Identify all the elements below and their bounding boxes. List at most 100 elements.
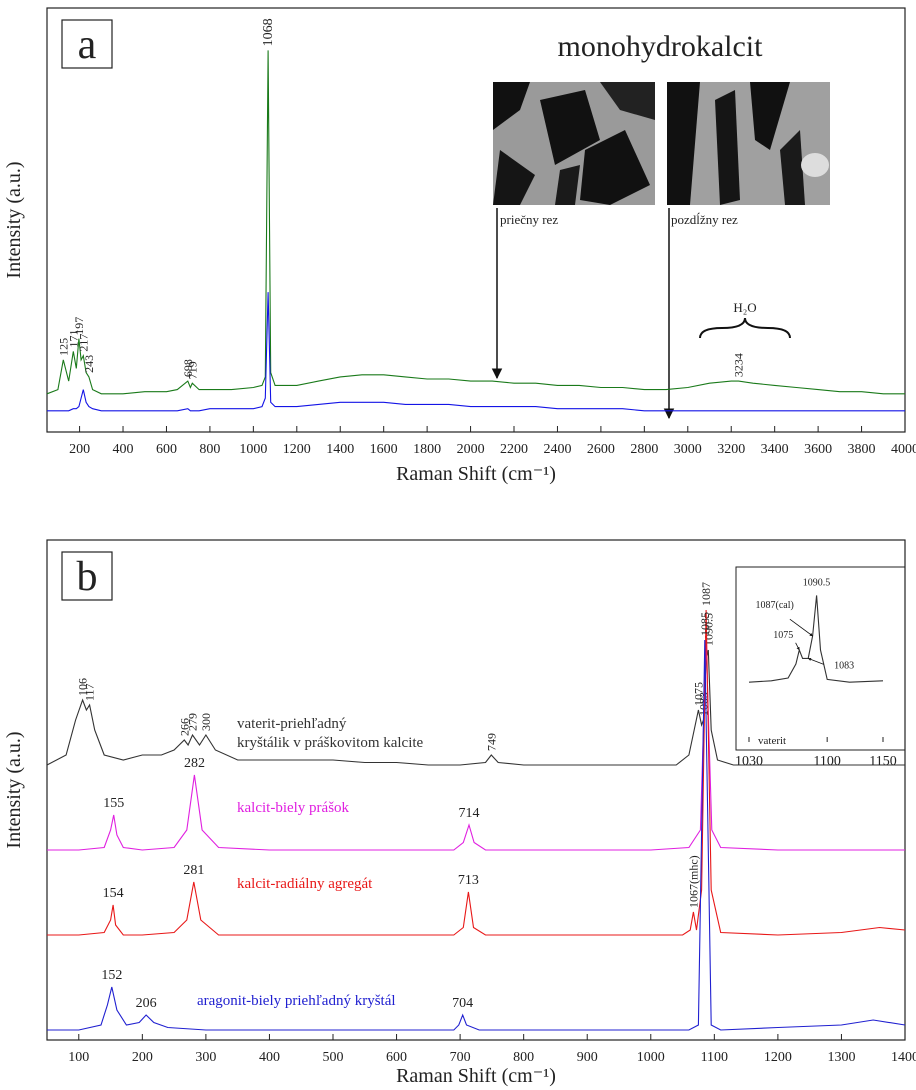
peak-label: 281: [183, 863, 204, 878]
x-tick-label: 2200: [500, 442, 528, 457]
peak-label: 155: [103, 796, 124, 811]
x-tick-label: 600: [386, 1050, 407, 1065]
peak-label: 1090.5: [803, 577, 831, 588]
peak-label: 152: [101, 968, 122, 983]
panel-label: b: [77, 554, 98, 600]
x-tick-label: 600: [156, 442, 177, 457]
x-tick-label: 1400: [891, 1050, 916, 1065]
series-label: kalcit-biely prášok: [237, 800, 350, 816]
x-tick-label: 3000: [674, 442, 702, 457]
x-tick-label: 1100: [701, 1050, 728, 1065]
peak-label: 154: [103, 886, 124, 901]
x-axis-title: Raman Shift (cm⁻¹): [396, 463, 556, 485]
photo-longitudinal-section: [667, 82, 830, 205]
panel-label-box: [61, 551, 113, 601]
panel-label-box: [61, 19, 113, 69]
x-tick-label: 1000: [637, 1050, 665, 1065]
peak-label: 713: [458, 873, 479, 888]
peak-label: 282: [184, 756, 205, 771]
plot-frame: [46, 7, 906, 433]
x-tick-label: 4000: [891, 442, 916, 457]
peak-label: 1068: [261, 18, 276, 46]
brace: [699, 317, 791, 339]
x-tick-label: 3200: [717, 442, 745, 457]
series-label: aragonit-biely priehľadný kryštál: [197, 993, 396, 1009]
x-tick-label: 3400: [761, 442, 789, 457]
peak-label: 714: [459, 806, 480, 821]
peak-label: 171: [66, 329, 80, 347]
x-tick-label: 1200: [764, 1050, 792, 1065]
photo-cross-section: [493, 82, 655, 205]
peak-label: 266: [177, 718, 191, 736]
x-tick-label: 200: [132, 1050, 153, 1065]
spectrum-line: [46, 50, 905, 395]
peak-label: 719: [185, 361, 199, 379]
x-tick-label: 1300: [827, 1050, 855, 1065]
x-tick-label: 2400: [543, 442, 571, 457]
peak-label: 1083: [834, 660, 854, 671]
x-tick-label: 3600: [804, 442, 832, 457]
x-tick-label: 1100: [813, 754, 840, 769]
peak-label: 1087: [699, 582, 713, 606]
series-label: kryštálik v práškovitom kalcite: [237, 735, 424, 751]
x-tick-label: 800: [199, 442, 220, 457]
peak-label: 749: [484, 733, 498, 751]
inset-frame: [735, 566, 906, 751]
series-label: kalcit-radiálny agregát: [237, 876, 373, 892]
peak-label: 1075: [691, 682, 705, 706]
peak-label: 279: [186, 713, 200, 731]
peak-label: 117: [83, 683, 97, 701]
spectrum-line: [47, 639, 906, 1031]
peak-label: 1067(mhc): [686, 855, 700, 908]
chart-title: monohydrokalcit: [558, 30, 764, 63]
x-tick-label: 300: [195, 1050, 216, 1065]
y-axis-title: Intensity (a.u.): [3, 731, 25, 848]
peak-label: 698: [181, 359, 195, 377]
x-tick-label: 1030: [735, 754, 763, 769]
peak-label: 217: [76, 334, 90, 352]
inset-label: vaterit: [758, 735, 786, 747]
x-tick-label: 2800: [630, 442, 658, 457]
peak-label: 1090.5: [701, 613, 715, 646]
panel-label: a: [78, 22, 97, 68]
peak-label: 125: [56, 338, 70, 356]
x-tick-label: 2600: [587, 442, 615, 457]
peak-label: 197: [72, 317, 86, 335]
peak-label: 206: [136, 996, 157, 1011]
x-tick-label: 2000: [457, 442, 485, 457]
x-tick-label: 1150: [869, 754, 896, 769]
peak-pointer: [807, 657, 824, 665]
x-tick-label: 1400: [326, 442, 354, 457]
peak-label: 243: [82, 355, 96, 373]
peak-label: 704: [452, 996, 473, 1011]
x-tick-label: 1600: [370, 442, 398, 457]
x-tick-label: 1800: [413, 442, 441, 457]
peak-label: 3234: [732, 353, 746, 377]
x-tick-label: 200: [69, 442, 90, 457]
x-tick-label: 400: [113, 442, 134, 457]
peak-label: 1085: [698, 612, 712, 636]
series-label: vaterit-priehľadný: [237, 716, 347, 732]
x-tick-label: 400: [259, 1050, 280, 1065]
spectrum-line: [47, 609, 906, 936]
plot-frame: [46, 539, 906, 1041]
x-axis-title: Raman Shift (cm⁻¹): [396, 1065, 556, 1087]
peak-label: 106: [76, 678, 90, 696]
x-tick-label: 3800: [848, 442, 876, 457]
peak-label: 1087(cal): [755, 600, 793, 611]
x-tick-label: 1000: [239, 442, 267, 457]
annotation: priečny rez: [500, 212, 558, 227]
peak-pointer: [789, 618, 813, 637]
annotation: H₂O: [733, 300, 756, 315]
peak-label: 300: [199, 713, 213, 731]
peak-label: 1075: [773, 630, 793, 641]
x-tick-label: 1200: [283, 442, 311, 457]
x-tick-label: 500: [323, 1050, 344, 1065]
spectrum-line: [47, 292, 905, 412]
peak-pointer: [795, 642, 800, 651]
x-tick-label: 900: [577, 1050, 598, 1065]
y-axis-title: Intensity (a.u.): [3, 161, 25, 278]
spectrum-line: [46, 649, 905, 766]
x-tick-label: 800: [513, 1050, 534, 1065]
